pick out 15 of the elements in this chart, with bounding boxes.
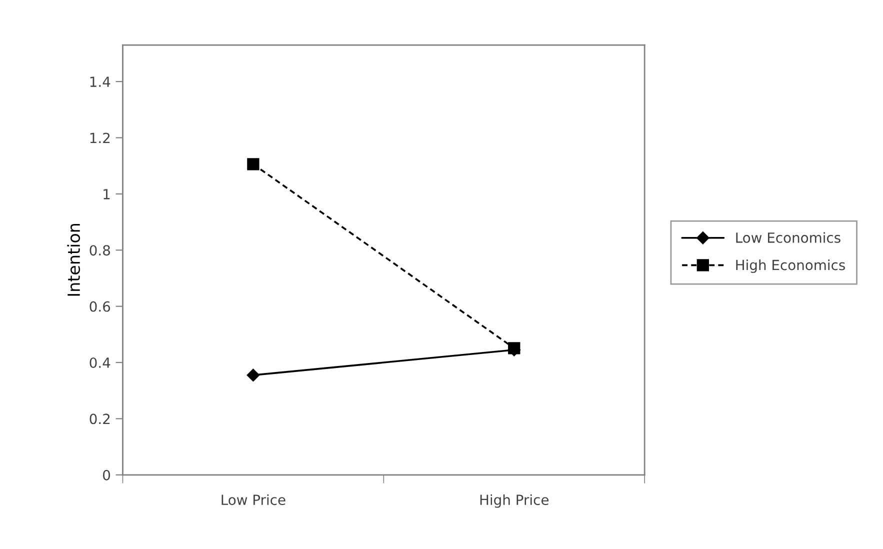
- y-axis-title: Intention: [67, 224, 80, 296]
- y-tick-label: 0.2: [90, 414, 110, 424]
- point: [247, 158, 260, 170]
- y-tick-label: 1.4: [90, 76, 110, 87]
- x-tick-label: High Price: [480, 494, 548, 508]
- y-tick-label: 0.6: [90, 301, 110, 312]
- point: [246, 368, 260, 382]
- legend-label: Low Economics: [736, 232, 840, 243]
- legend-label: High Economics: [736, 259, 845, 273]
- y-tick-label: 1.2: [90, 132, 110, 144]
- y-tick-label: 0.4: [90, 357, 110, 368]
- y-tick-label: 1: [104, 189, 110, 200]
- y-tick-label: 0.8: [90, 245, 110, 256]
- y-tick-label: 0: [103, 470, 110, 480]
- x-tick-label: Low Price: [222, 494, 286, 506]
